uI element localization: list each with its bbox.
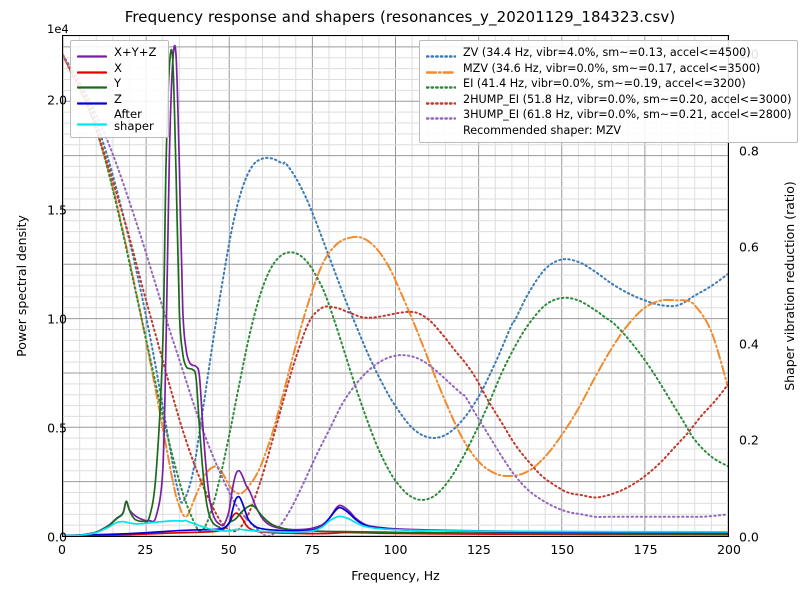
y2-tick-label: 0.6 — [739, 239, 759, 255]
y-tick-label: 1.0 — [47, 311, 67, 327]
series-line — [63, 55, 728, 531]
legend-item-label: Z — [114, 91, 122, 106]
x-tick-label: 0 — [58, 542, 66, 557]
legend-line-icon — [76, 47, 108, 58]
y-tick-label: 1.5 — [47, 202, 67, 218]
y-axis-offset-label: 1e4 — [47, 22, 69, 36]
x-tick-label: 125 — [466, 542, 491, 557]
series-line — [63, 516, 728, 535]
x-tick-label: 175 — [633, 542, 658, 557]
legend-item[interactable]: X — [76, 60, 162, 77]
recommended-shaper-label: Recommended shaper: MZV — [463, 123, 622, 137]
legend-item[interactable]: ZV (34.4 Hz, vibr=4.0%, sm~=0.13, accel<… — [425, 45, 791, 61]
legend-item[interactable]: After shaper — [76, 106, 162, 133]
legend-item-label: Y — [114, 76, 122, 91]
legend-item-label: 2HUMP_EI (51.8 Hz, vibr=0.0%, sm~=0.20, … — [463, 92, 792, 106]
y2-tick-label: 0.0 — [739, 529, 759, 545]
y2-tick-label: 0.4 — [739, 336, 759, 352]
legend-item[interactable]: X+Y+Z — [76, 45, 162, 61]
legend-item-label: ZV (34.4 Hz, vibr=4.0%, sm~=0.13, accel<… — [463, 46, 751, 60]
legend-item[interactable]: 3HUMP_EI (61.8 Hz, vibr=0.0%, sm~=0.21, … — [425, 107, 792, 123]
shaper-legend[interactable]: ZV (34.4 Hz, vibr=4.0%, sm~=0.13, accel<… — [419, 40, 799, 143]
y2-tick-label: 0.2 — [739, 432, 759, 448]
legend-line-icon — [425, 78, 457, 89]
legend-item-label: MZV (34.6 Hz, vibr=0.0%, sm~=0.17, accel… — [463, 61, 761, 75]
chart-title: Frequency response and shapers (resonanc… — [124, 8, 676, 26]
y-tick-label: 0.5 — [47, 420, 67, 436]
chart-canvas — [63, 36, 728, 536]
legend-item-label: EI (41.4 Hz, vibr=0.0%, sm~=0.19, accel<… — [463, 77, 746, 91]
series-line — [63, 46, 728, 536]
legend-item-label: X+Y+Z — [114, 45, 157, 60]
psd-legend[interactable]: X+Y+Z X Y Z After shaper — [70, 40, 169, 138]
series-line — [63, 55, 728, 531]
legend-line-icon — [425, 109, 457, 120]
x-tick-label: 50 — [220, 542, 237, 557]
series-line — [63, 55, 728, 536]
legend-item[interactable]: MZV (34.6 Hz, vibr=0.0%, sm~=0.17, accel… — [425, 61, 791, 77]
x-tick-label: 100 — [383, 542, 408, 557]
legend-line-icon — [76, 94, 108, 105]
recommended-shaper-note: Recommended shaper: MZV — [426, 123, 791, 139]
y-axis-label: Power spectral density — [14, 215, 29, 357]
x-tick-label: 150 — [550, 542, 575, 557]
legend-item[interactable]: Y — [76, 76, 162, 92]
data-lines — [63, 46, 728, 536]
legend-item[interactable]: 2HUMP_EI (51.8 Hz, vibr=0.0%, sm~=0.20, … — [425, 92, 792, 108]
legend-line-icon — [76, 115, 108, 126]
y-tick-label: 0.0 — [47, 529, 67, 545]
y-tick-label: 2.0 — [47, 92, 67, 108]
x-axis-label: Frequency, Hz — [351, 568, 440, 583]
legend-item-label: After shaper — [114, 106, 154, 133]
series-line — [63, 513, 728, 536]
series-line — [63, 55, 728, 502]
legend-line-icon — [76, 78, 108, 89]
legend-item[interactable]: Z — [76, 91, 162, 108]
legend-line-icon — [76, 63, 108, 74]
series-line — [63, 55, 728, 517]
x-tick-label: 25 — [137, 542, 154, 557]
legend-item[interactable]: EI (41.4 Hz, vibr=0.0%, sm~=0.19, accel<… — [425, 76, 791, 92]
legend-item-label: 3HUMP_EI (61.8 Hz, vibr=0.0%, sm~=0.21, … — [463, 108, 792, 122]
legend-line-icon — [425, 63, 457, 74]
legend-line-icon — [425, 94, 457, 105]
x-tick-label: 200 — [717, 542, 741, 557]
x-tick-label: 75 — [304, 542, 321, 557]
legend-line-icon — [425, 47, 457, 58]
legend-item-label: X — [114, 60, 122, 75]
y2-tick-label: 0.8 — [739, 143, 759, 159]
